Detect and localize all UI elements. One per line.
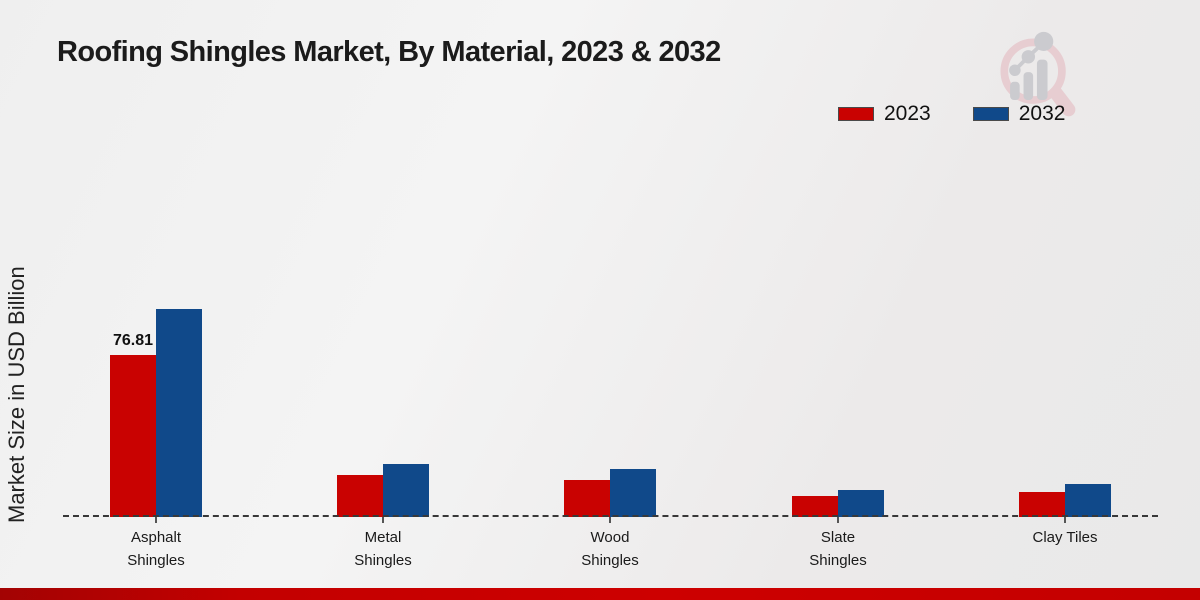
legend-swatch-2023	[838, 107, 874, 121]
bar-2032-wood-shingles	[610, 469, 656, 517]
x-axis-label: Metal Shingles	[354, 529, 412, 570]
x-axis-tick	[1064, 517, 1066, 523]
bar-2023-metal-shingles	[337, 475, 383, 517]
bar-2023-asphalt-shingles	[110, 355, 156, 517]
legend-item-2023: 2023	[838, 102, 931, 126]
x-axis-label: Clay Tiles	[1032, 529, 1098, 546]
bar-2023-wood-shingles	[564, 480, 610, 517]
bar-2032-clay-tiles	[1065, 484, 1111, 517]
x-axis-tick	[837, 517, 839, 523]
legend: 2023 2032	[838, 102, 1065, 126]
bar-2032-slate-shingles	[838, 490, 884, 517]
legend-label: 2023	[884, 102, 931, 125]
legend-label: 2032	[1018, 102, 1066, 125]
legend-item-2032: 2032	[972, 102, 1066, 126]
chart-title: Roofing Shingles Market, By Material, 20…	[57, 36, 721, 68]
x-axis-baseline	[63, 515, 1158, 517]
y-axis-title: Market Size in USD Billion	[4, 266, 29, 524]
legend-swatch-2032	[972, 107, 1009, 121]
bar-2023-clay-tiles	[1019, 492, 1065, 517]
x-axis-tick	[155, 517, 157, 523]
x-axis-label: Slate Shingles	[809, 529, 867, 570]
x-axis-tick	[609, 517, 611, 523]
footer-accent-bar	[0, 588, 1200, 600]
magnifier-growth-chart-logo-icon	[1000, 31, 1076, 117]
x-axis-label: Wood Shingles	[581, 529, 639, 570]
bar-value-label: 76.81	[112, 332, 154, 349]
x-axis-tick	[382, 517, 384, 523]
x-axis-label: Asphalt Shingles	[127, 529, 185, 570]
bar-2032-asphalt-shingles	[156, 309, 202, 517]
bar-2032-metal-shingles	[383, 464, 429, 517]
bar-2023-slate-shingles	[792, 496, 838, 517]
